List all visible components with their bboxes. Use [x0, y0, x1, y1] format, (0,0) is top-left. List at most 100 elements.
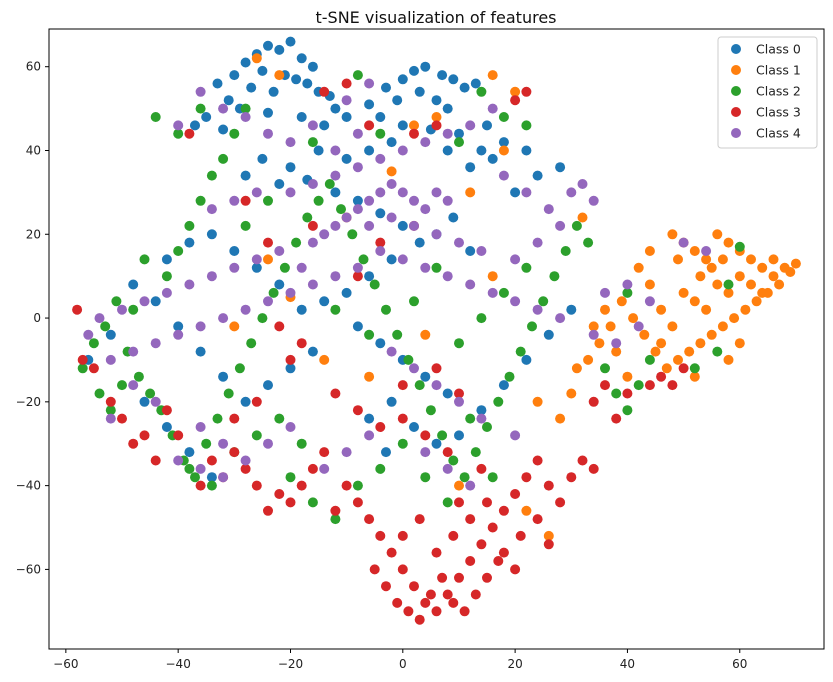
series-class-0 — [83, 36, 577, 483]
point-class-4-3 — [397, 187, 408, 198]
point-class-0-70 — [319, 296, 330, 307]
point-class-2-2 — [100, 321, 111, 332]
point-class-4-11 — [319, 229, 330, 240]
point-class-0-25 — [319, 120, 330, 131]
point-class-1-60 — [465, 187, 476, 198]
point-class-2-17 — [268, 287, 279, 298]
point-class-1-31 — [678, 287, 689, 298]
point-class-1-9 — [768, 271, 779, 282]
point-class-3-74 — [454, 497, 464, 508]
point-class-4-2 — [386, 179, 397, 189]
point-class-0-6 — [296, 53, 307, 64]
point-class-0-106 — [128, 279, 139, 290]
point-class-2-29 — [403, 354, 414, 365]
point-class-2-14 — [234, 363, 245, 374]
point-class-4-50 — [296, 262, 307, 273]
point-class-3-2 — [420, 597, 431, 608]
point-class-2-12 — [212, 413, 223, 424]
point-class-3-63 — [150, 455, 161, 466]
point-class-4-37 — [150, 338, 161, 349]
point-class-1-55 — [566, 388, 577, 399]
point-class-2-11 — [201, 438, 212, 449]
point-class-2-33 — [448, 455, 459, 466]
point-class-4-62 — [465, 120, 476, 131]
point-class-1-45 — [673, 254, 683, 265]
point-class-4-86 — [240, 455, 251, 466]
point-class-0-7 — [307, 61, 318, 72]
point-class-4-71 — [532, 237, 543, 248]
point-class-2-88 — [476, 86, 487, 97]
point-class-2-15 — [246, 338, 257, 349]
point-class-1-61 — [487, 271, 498, 282]
point-class-0-19 — [212, 78, 223, 89]
point-class-2-37 — [493, 396, 504, 407]
point-class-0-71 — [296, 304, 307, 315]
point-class-3-1 — [409, 581, 419, 592]
point-class-3-38 — [437, 572, 448, 583]
point-class-4-28 — [352, 262, 363, 273]
point-class-0-30 — [409, 65, 419, 76]
point-class-3-104 — [454, 388, 464, 399]
chart-title: t-SNE visualization of features — [316, 8, 557, 27]
point-class-4-73 — [386, 346, 397, 357]
point-class-2-98 — [364, 329, 375, 340]
point-class-0-74 — [229, 246, 240, 256]
point-class-2-77 — [487, 472, 498, 483]
point-class-2-18 — [279, 262, 290, 273]
point-class-3-9 — [498, 505, 509, 516]
point-class-2-5 — [133, 371, 144, 382]
point-class-0-72 — [274, 279, 285, 290]
point-class-4-112 — [195, 463, 206, 474]
legend-label: Class 0 — [756, 42, 801, 57]
point-class-0-8 — [257, 65, 268, 76]
point-class-2-34 — [459, 472, 470, 483]
point-class-2-74 — [420, 472, 431, 483]
x-tick-label: −20 — [278, 657, 303, 671]
point-class-2-92 — [352, 70, 363, 81]
point-class-4-92 — [173, 120, 184, 131]
point-class-0-82 — [442, 388, 453, 399]
point-class-4-114 — [510, 430, 521, 441]
x-tick-label: 0 — [399, 657, 407, 671]
point-class-0-107 — [105, 329, 116, 340]
point-class-1-54 — [622, 371, 633, 382]
point-class-3-89 — [656, 371, 667, 382]
point-class-4-41 — [94, 313, 105, 324]
point-class-1-69 — [543, 530, 554, 541]
point-class-4-111 — [173, 455, 184, 466]
point-class-3-55 — [296, 480, 307, 491]
axis-ticks: −60 −40 −20 0 20 40 60 −60 −40 −20 0 20 40 60 — [16, 60, 748, 671]
point-class-4-43 — [139, 296, 150, 307]
point-class-3-46 — [285, 497, 296, 508]
point-class-4-78 — [364, 430, 375, 441]
point-class-3-50 — [240, 463, 251, 474]
point-class-3-11 — [521, 472, 532, 483]
point-class-0-60 — [352, 195, 363, 206]
point-class-4-72 — [510, 254, 521, 265]
point-class-2-26 — [369, 279, 380, 290]
point-class-1-34 — [712, 279, 723, 290]
point-class-4-33 — [240, 304, 251, 315]
point-class-1-16 — [729, 313, 740, 324]
point-class-2-85 — [712, 346, 723, 357]
point-class-0-63 — [414, 237, 425, 248]
point-class-0-18 — [330, 103, 341, 114]
point-class-2-65 — [296, 438, 307, 449]
point-class-2-73 — [397, 438, 408, 449]
point-class-3-3 — [431, 606, 442, 617]
point-class-1-57 — [386, 166, 397, 177]
point-class-1-56 — [555, 413, 566, 424]
point-class-1-3 — [701, 254, 712, 265]
point-class-3-96 — [364, 120, 375, 131]
point-class-3-71 — [420, 430, 431, 441]
point-class-2-75 — [442, 497, 453, 508]
point-class-2-89 — [498, 112, 509, 122]
point-class-2-58 — [128, 304, 139, 315]
point-class-2-6 — [145, 388, 156, 399]
point-class-2-64 — [330, 514, 341, 525]
point-class-4-21 — [420, 262, 431, 273]
point-class-3-76 — [285, 354, 296, 365]
point-class-3-79 — [375, 237, 386, 248]
point-class-1-22 — [661, 363, 672, 374]
